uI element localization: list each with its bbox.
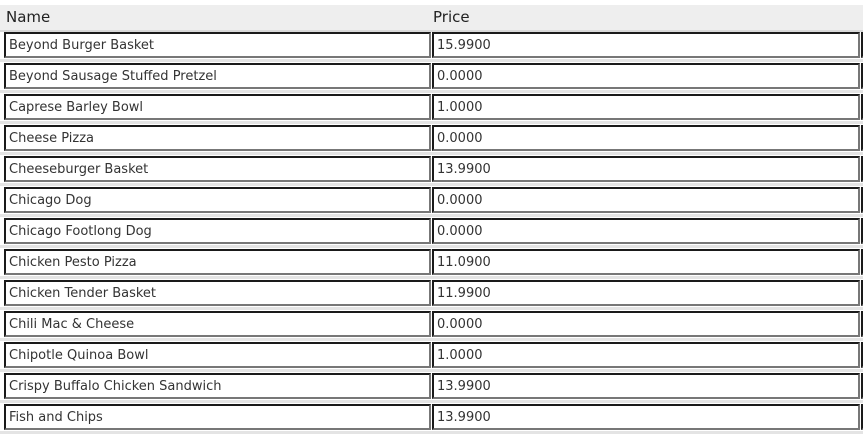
row-divider: [0, 121, 863, 124]
table-row: Chipotle Quinoa Bowl 1.0000: [0, 341, 863, 372]
price-field[interactable]: 0.0000: [432, 218, 860, 244]
table-row: Chili Mac & Cheese 0.0000: [0, 310, 863, 341]
name-field[interactable]: Caprese Barley Bowl: [4, 94, 431, 120]
row-divider: [0, 276, 863, 279]
table-row: Caprese Barley Bowl 1.0000: [0, 93, 863, 124]
price-field[interactable]: 1.0000: [432, 94, 860, 120]
row-divider: [0, 338, 863, 341]
name-field[interactable]: Chicken Tender Basket: [4, 280, 431, 306]
column-header-price: Price: [433, 8, 470, 26]
extra-field[interactable]: [861, 156, 863, 182]
name-field[interactable]: Cheese Pizza: [4, 125, 431, 151]
row-divider: [0, 214, 863, 217]
table-row: Cheese Pizza 0.0000: [0, 124, 863, 155]
name-field[interactable]: Chicago Dog: [4, 187, 431, 213]
row-divider: [0, 245, 863, 248]
extra-field[interactable]: [861, 125, 863, 151]
table-row: Chicago Dog 0.0000: [0, 186, 863, 217]
price-field[interactable]: 0.0000: [432, 125, 860, 151]
price-field[interactable]: 0.0000: [432, 63, 860, 89]
row-divider: [0, 369, 863, 372]
name-field[interactable]: Fish and Chips: [4, 404, 431, 430]
name-field[interactable]: Crispy Buffalo Chicken Sandwich: [4, 373, 431, 399]
extra-field[interactable]: [861, 404, 863, 430]
row-divider: [0, 152, 863, 155]
price-field[interactable]: 13.9900: [432, 373, 860, 399]
row-divider: [0, 307, 863, 310]
name-field[interactable]: Beyond Burger Basket: [4, 32, 431, 58]
extra-field[interactable]: [861, 342, 863, 368]
extra-field[interactable]: [861, 249, 863, 275]
table-row: Chicago Footlong Dog 0.0000: [0, 217, 863, 248]
extra-field[interactable]: [861, 311, 863, 337]
table-row: Chicken Tender Basket 11.9900: [0, 279, 863, 310]
price-field[interactable]: 11.9900: [432, 280, 860, 306]
table-row: Beyond Burger Basket 15.9900: [0, 31, 863, 62]
name-field[interactable]: Chipotle Quinoa Bowl: [4, 342, 431, 368]
table-header: Name Price: [0, 5, 863, 32]
row-divider: [0, 400, 863, 403]
table-row: Beyond Sausage Stuffed Pretzel 0.0000: [0, 62, 863, 93]
extra-field[interactable]: [861, 373, 863, 399]
name-field[interactable]: Cheeseburger Basket: [4, 156, 431, 182]
table-row: Fish and Chips 13.9900: [0, 403, 863, 434]
price-field[interactable]: 13.9900: [432, 404, 860, 430]
column-header-name: Name: [6, 8, 51, 26]
price-field[interactable]: 13.9900: [432, 156, 860, 182]
table-row: Crispy Buffalo Chicken Sandwich 13.9900: [0, 372, 863, 403]
extra-field[interactable]: [861, 187, 863, 213]
table-row: Chicken Pesto Pizza 11.0900: [0, 248, 863, 279]
extra-field[interactable]: [861, 32, 863, 58]
price-field[interactable]: 15.9900: [432, 32, 860, 58]
name-field[interactable]: Chicken Pesto Pizza: [4, 249, 431, 275]
row-divider: [0, 431, 863, 434]
extra-field[interactable]: [861, 63, 863, 89]
name-field[interactable]: Beyond Sausage Stuffed Pretzel: [4, 63, 431, 89]
price-field[interactable]: 11.0900: [432, 249, 860, 275]
table-row: Cheeseburger Basket 13.9900: [0, 155, 863, 186]
extra-field[interactable]: [861, 94, 863, 120]
extra-field[interactable]: [861, 280, 863, 306]
row-divider: [0, 183, 863, 186]
price-field[interactable]: 1.0000: [432, 342, 860, 368]
row-divider: [0, 59, 863, 62]
price-field[interactable]: 0.0000: [432, 311, 860, 337]
name-field[interactable]: Chili Mac & Cheese: [4, 311, 431, 337]
price-field[interactable]: 0.0000: [432, 187, 860, 213]
name-field[interactable]: Chicago Footlong Dog: [4, 218, 431, 244]
row-divider: [0, 90, 863, 93]
extra-field[interactable]: [861, 218, 863, 244]
